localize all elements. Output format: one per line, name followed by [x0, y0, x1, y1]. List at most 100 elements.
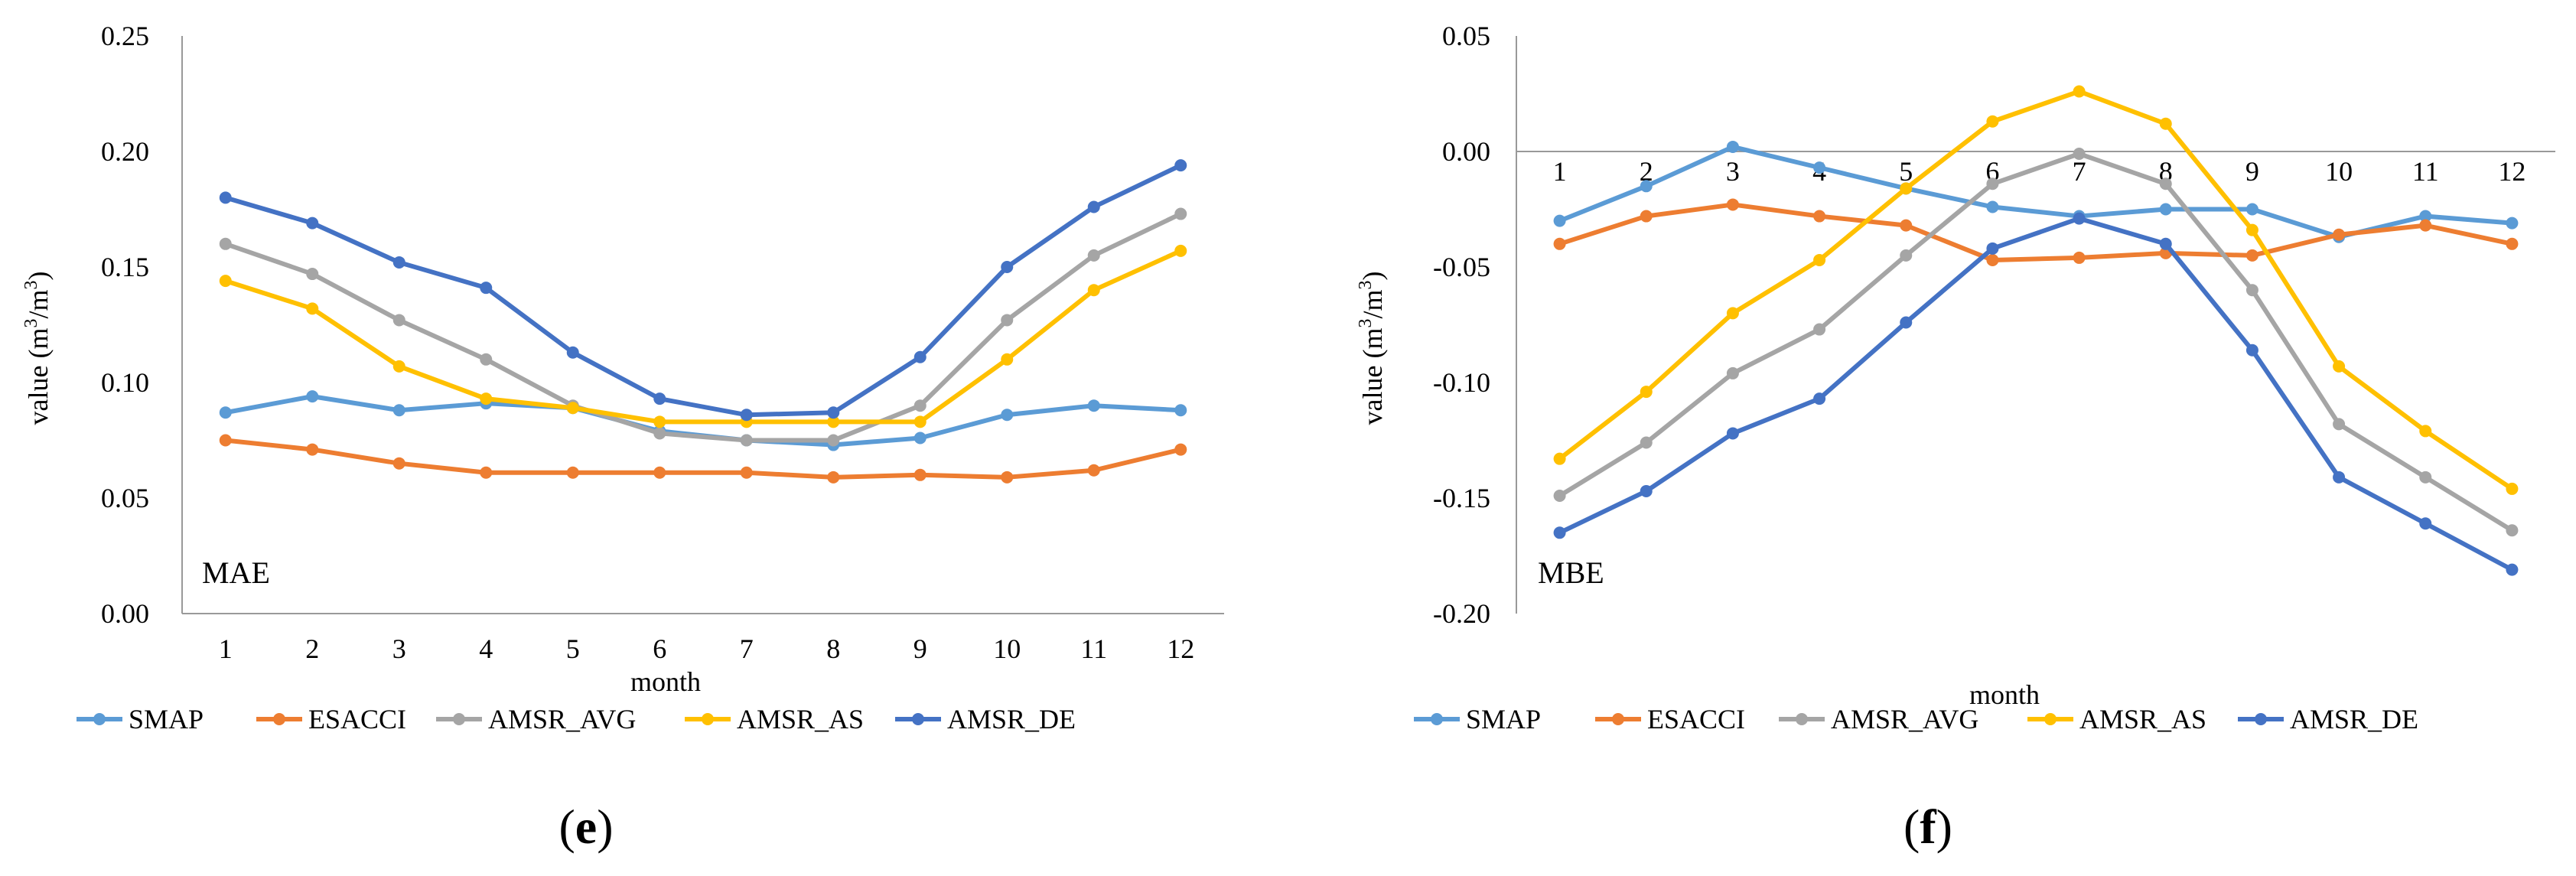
series-line — [225, 438, 1181, 480]
mae-inner-label: MAE — [202, 555, 270, 590]
series-esacci — [219, 434, 1187, 484]
data-point — [740, 466, 753, 479]
data-point — [2073, 85, 2086, 98]
data-point — [566, 346, 579, 359]
data-point — [1640, 386, 1653, 399]
legend-item-esacci: ESACCI — [1595, 704, 1745, 734]
data-point — [219, 434, 232, 447]
data-point — [1001, 471, 1014, 484]
data-point — [913, 350, 927, 363]
data-point — [1726, 198, 1739, 211]
x-tick-label: 5 — [566, 633, 580, 664]
data-point — [2245, 284, 2258, 297]
data-point — [306, 268, 319, 281]
x-tick-label: 8 — [826, 633, 840, 664]
y-tick-label: 0.10 — [101, 367, 149, 398]
series-esacci — [1553, 198, 2519, 266]
x-tick-label: 5 — [1899, 156, 1913, 187]
legend-label: ESACCI — [308, 704, 406, 734]
data-point — [306, 390, 319, 403]
x-tick-label: 4 — [479, 633, 493, 664]
data-point — [2073, 212, 2086, 225]
mbe-y-axis-label: value (m3/m3) — [1356, 272, 1388, 425]
data-point — [913, 415, 927, 428]
data-point — [2159, 177, 2172, 191]
x-tick-label: 7 — [740, 633, 754, 664]
x-tick-label: 2 — [1640, 156, 1653, 187]
mae-y-tick-labels: 0.00 0.05 0.10 0.15 0.20 0.25 — [101, 21, 149, 629]
data-point — [1986, 115, 1999, 128]
data-point — [2506, 482, 2519, 495]
caption-paren-open: ( — [1904, 799, 1920, 854]
data-point — [1553, 452, 1566, 465]
data-point — [913, 399, 927, 412]
data-point — [2506, 217, 2519, 230]
legend-item-amsr-avg: AMSR_AVG — [436, 704, 636, 734]
data-point — [2419, 471, 2432, 484]
mbe-axis-lines — [1516, 36, 2555, 614]
caption-paren-open: ( — [559, 799, 575, 854]
caption-paren-close: ) — [597, 799, 613, 854]
legend-marker — [912, 713, 924, 725]
data-point — [1640, 180, 1653, 193]
x-tick-label: 11 — [2412, 156, 2439, 187]
x-tick-label: 7 — [2073, 156, 2086, 187]
mbe-y-tick-labels: -0.20 -0.15 -0.10 -0.05 0.00 0.05 — [1433, 21, 1490, 629]
legend-item-smap: SMAP — [1414, 704, 1541, 734]
series-line — [224, 163, 1182, 418]
data-point — [392, 360, 405, 373]
panel-mbe: -0.20-0.15-0.10-0.050.000.05 12345678910… — [1356, 21, 2555, 854]
series-line — [1558, 202, 2513, 262]
data-point — [1726, 427, 1739, 440]
data-point — [1001, 314, 1014, 327]
data-point — [1813, 323, 1826, 336]
legend-marker — [1612, 713, 1624, 725]
series-amsr-avg — [1553, 148, 2519, 537]
data-point — [2419, 219, 2432, 232]
x-tick-label: 3 — [392, 633, 406, 664]
data-point — [1174, 244, 1187, 257]
series-line — [1558, 89, 2514, 491]
data-point — [1174, 159, 1187, 172]
legend-label: AMSR_AVG — [1831, 704, 1978, 734]
legend-item-amsr-de: AMSR_DE — [895, 704, 1076, 734]
x-tick-label: 10 — [2325, 156, 2353, 187]
y-tick-label: -0.20 — [1433, 598, 1490, 629]
x-tick-label: 1 — [1553, 156, 1567, 187]
legend-label: AMSR_AS — [737, 704, 864, 734]
data-point — [392, 457, 405, 470]
series-line — [1558, 151, 2513, 532]
data-point — [1553, 237, 1566, 250]
data-point — [1813, 210, 1826, 223]
data-point — [913, 431, 927, 445]
legend-item-amsr-de: AMSR_DE — [2238, 704, 2418, 734]
data-point — [653, 466, 666, 479]
data-point — [2159, 237, 2172, 250]
data-point — [1174, 443, 1187, 456]
legend-label: AMSR_AS — [2079, 704, 2206, 734]
data-point — [219, 237, 232, 250]
series-line — [224, 211, 1182, 443]
data-point — [2073, 251, 2086, 264]
data-point — [1553, 489, 1566, 502]
data-point — [2245, 203, 2258, 216]
series-amsr-as — [1553, 85, 2519, 495]
data-point — [2333, 360, 2346, 373]
data-point — [2245, 344, 2258, 357]
mae-panel-caption: (e) — [559, 799, 613, 854]
y-tick-label: -0.15 — [1433, 483, 1490, 513]
data-point — [2419, 425, 2432, 438]
data-point — [2333, 418, 2346, 431]
y-tick-label: 0.15 — [101, 252, 149, 282]
y-tick-label: 0.20 — [101, 136, 149, 167]
legend-label: AMSR_DE — [947, 704, 1076, 734]
data-point — [1087, 249, 1100, 262]
legend-marker — [273, 713, 285, 725]
data-point — [1900, 249, 1913, 262]
data-point — [1553, 214, 1566, 227]
legend-label: SMAP — [129, 704, 204, 734]
data-point — [1174, 207, 1187, 220]
mae-x-tick-labels: 1 2 3 4 5 6 7 8 9 10 11 12 — [219, 633, 1195, 664]
series-line — [1558, 216, 2513, 572]
data-point — [1001, 409, 1014, 422]
